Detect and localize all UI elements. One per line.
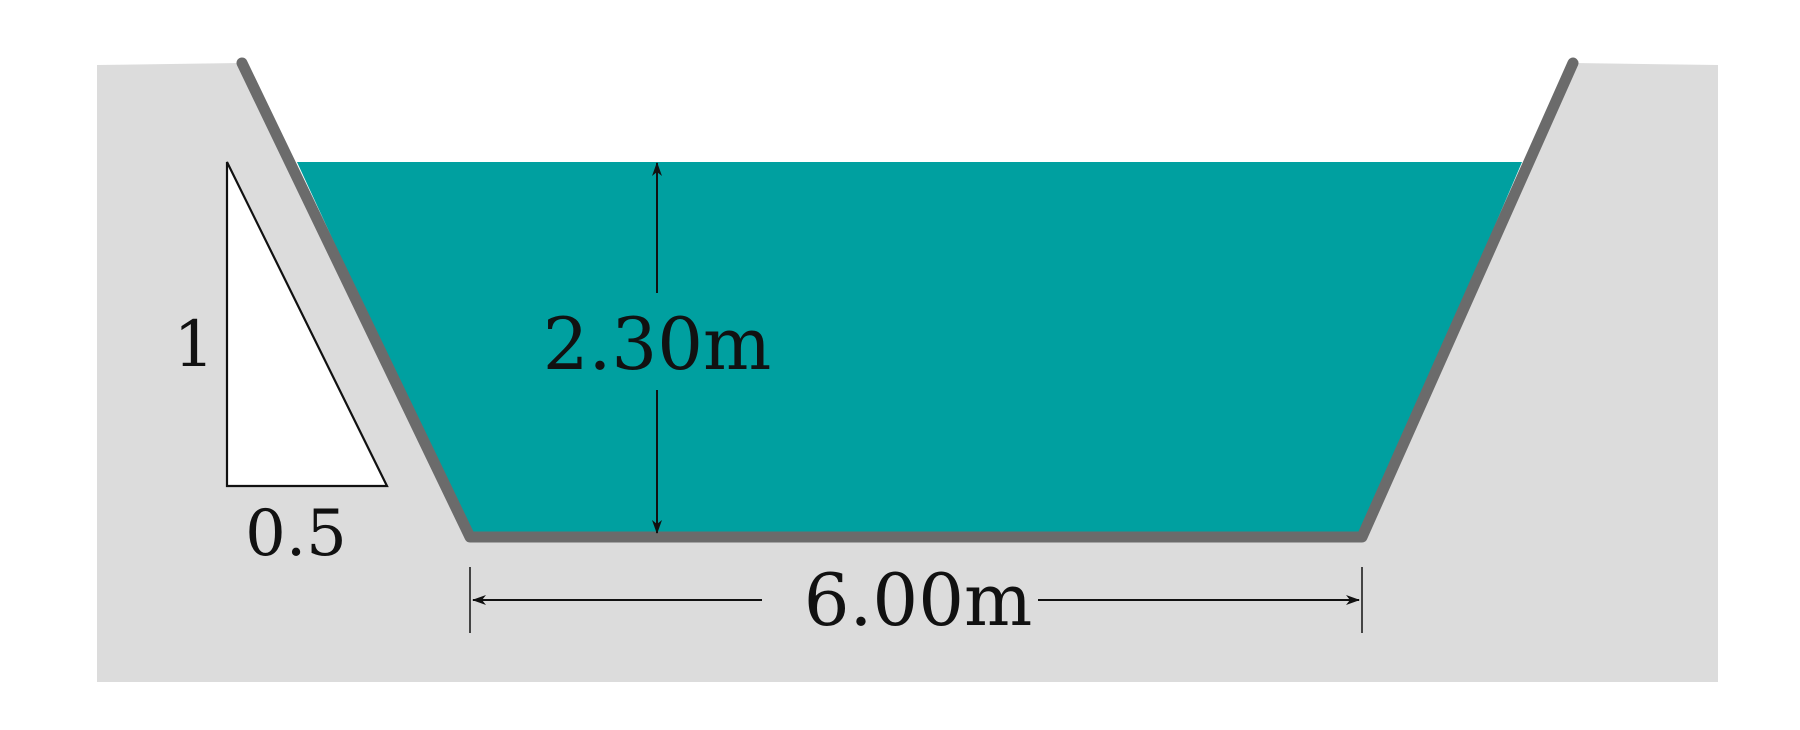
depth-label: 2.30m xyxy=(543,302,772,386)
channel-lining xyxy=(236,57,1579,543)
slope-horizontal-label: 0.5 xyxy=(245,497,347,571)
water xyxy=(297,162,1522,537)
width-label: 6.00m xyxy=(804,558,1033,642)
ground xyxy=(97,63,1718,682)
slope-vertical-label: 1 xyxy=(174,308,215,382)
slope-triangle xyxy=(225,161,389,488)
